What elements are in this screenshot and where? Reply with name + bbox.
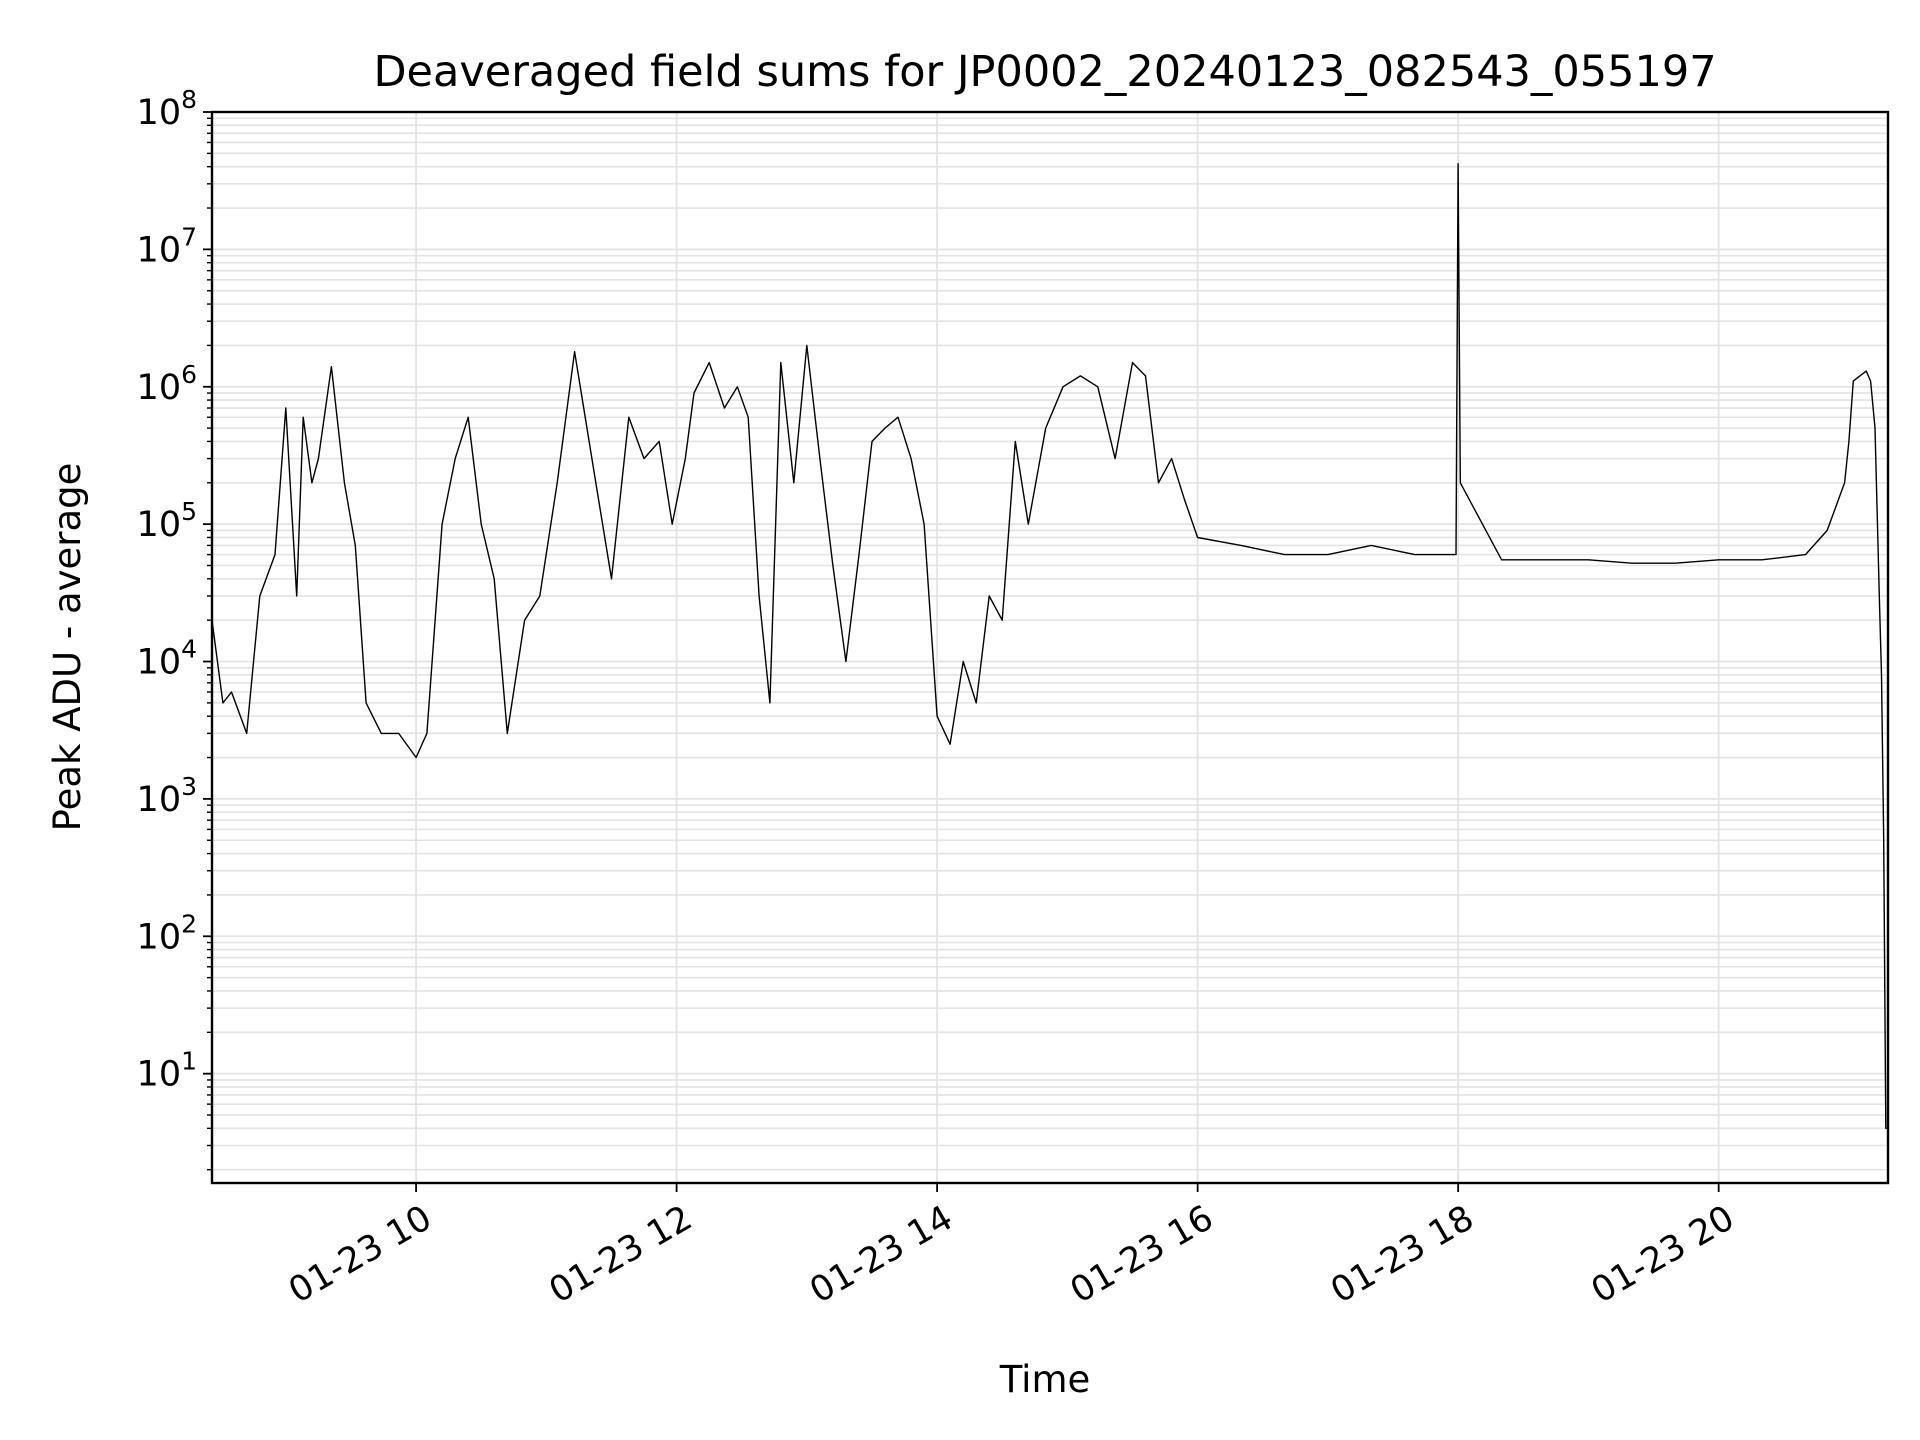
- y-tick-label: 104: [137, 635, 197, 683]
- plot-frame: [210, 110, 1890, 1185]
- y-tick-label: 106: [137, 360, 197, 408]
- y-tick-label: 102: [137, 909, 197, 957]
- y-tick-label: 105: [137, 497, 197, 545]
- series-line: [211, 163, 1888, 1130]
- series: [211, 163, 1888, 1130]
- y-axis-label: Peak ADU - average: [46, 463, 89, 832]
- x-axis-label: Time: [999, 1358, 1091, 1401]
- chart-title: Deaveraged field sums for JP0002_2024012…: [373, 47, 1716, 97]
- y-tick-label: 107: [137, 222, 197, 270]
- grid: [212, 111, 1888, 1183]
- y-tick-label: 103: [137, 772, 197, 820]
- y-tick-label: 101: [137, 1047, 197, 1095]
- y-axis: 101 102 103 104 105 106 107 108: [137, 85, 212, 1171]
- y-tick-label: 108: [137, 85, 197, 133]
